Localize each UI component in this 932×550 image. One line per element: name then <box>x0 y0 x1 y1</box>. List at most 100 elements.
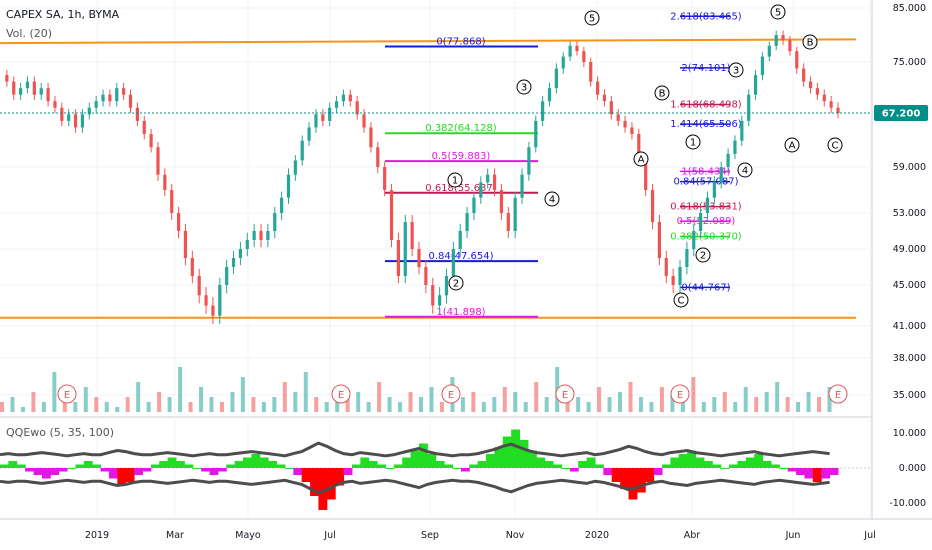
candle-body <box>115 88 119 102</box>
qqe-indicator-label[interactable]: QQEwo (5, 35, 100) <box>6 426 115 439</box>
candle-body <box>678 267 682 285</box>
candle-body <box>197 276 201 296</box>
time-axis[interactable]: 2019 Mar Mayo Jul Sep Nov 2020 Abr Jun Jul <box>85 530 876 541</box>
volume-bar <box>785 397 790 412</box>
earnings-circle <box>57 384 77 404</box>
volume-bar <box>293 392 298 412</box>
volume-bar <box>607 397 612 412</box>
fib-label: 0.5(59.883) <box>432 151 491 162</box>
candle-body <box>80 114 85 128</box>
price-tick-label: 38.000 <box>893 353 926 364</box>
wave-label: 3 <box>733 66 739 77</box>
wave-circle <box>516 79 532 95</box>
oscillator-bar <box>234 461 244 468</box>
candle-body <box>355 101 359 115</box>
oscillator-bar <box>25 468 35 472</box>
price-axis[interactable]: 85.000 75.000 59.000 53.000 49.000 45.000 41.0… <box>889 3 926 509</box>
volume-bar <box>261 402 266 412</box>
earnings-circle <box>331 384 351 404</box>
candle-body <box>637 134 641 161</box>
chart-title[interactable]: CAPEX SA, 1h, BYMA <box>6 8 120 21</box>
wave-label: 5 <box>589 14 595 25</box>
oscillator-bar <box>402 457 412 468</box>
oscillator-bar <box>83 461 93 468</box>
oscillator-bar <box>460 468 470 472</box>
candle-body <box>458 231 462 249</box>
volume-bar <box>796 402 801 412</box>
wave-circle <box>695 247 711 263</box>
oscillator-bar <box>486 454 495 468</box>
candle-body <box>568 45 572 57</box>
candle-body <box>499 190 504 213</box>
volume-bar <box>754 397 759 412</box>
candle-body <box>73 114 78 128</box>
candle-body <box>589 62 593 82</box>
last-price-value: 67.200 <box>882 109 921 120</box>
wave-circle <box>633 151 649 167</box>
wave-circle <box>544 191 560 207</box>
volume-bar <box>817 397 822 412</box>
oscillator-bar <box>796 468 805 475</box>
candle-body <box>417 249 421 267</box>
oscillator-bar <box>125 468 135 482</box>
fib-label: 0.382(64.128) <box>425 123 497 134</box>
fib-label: 0.84(57.087) <box>673 177 738 188</box>
oscillator-bar <box>511 429 521 468</box>
oscillator-bar <box>561 468 571 469</box>
oscillator-bar <box>259 457 269 468</box>
volume-bar <box>460 397 465 412</box>
volume-bars <box>0 367 832 412</box>
volume-bar <box>230 392 235 412</box>
candle-body <box>671 276 675 285</box>
wave-label: 3 <box>521 83 527 94</box>
oscillator-bar <box>712 464 722 468</box>
candle-body <box>389 190 394 240</box>
oscillator-bar <box>268 461 278 468</box>
candle-body <box>712 182 716 198</box>
candle-body <box>630 127 634 135</box>
candle-body <box>479 182 483 198</box>
time-tick-label: Abr <box>684 530 701 541</box>
fib-label: 0.618(55.637) <box>425 183 497 194</box>
wave-circle <box>447 172 463 188</box>
oscillator-bar <box>527 450 537 468</box>
oscillator-bar <box>620 468 629 489</box>
wave-circle <box>737 162 753 178</box>
oscillator-bar <box>16 464 26 468</box>
oscillator-bar <box>251 454 261 468</box>
volume-bar <box>576 397 581 412</box>
candle-body <box>554 68 558 89</box>
volume-bar <box>481 402 486 412</box>
candle-body <box>245 240 249 249</box>
candle-body <box>53 101 57 108</box>
volume-bar <box>125 397 130 412</box>
volume-bar <box>167 397 172 412</box>
oscillator-bar <box>385 468 395 469</box>
earnings-label: E <box>677 390 683 401</box>
oscillator-bar <box>703 461 713 468</box>
fib-label: 0.382(50.370) <box>670 232 742 243</box>
candle-body <box>513 197 517 231</box>
oscillator-bar <box>0 464 9 468</box>
candle-body <box>252 231 256 240</box>
volume-bar <box>439 402 444 412</box>
candle-body <box>60 107 64 121</box>
wave-label: 2 <box>700 251 706 262</box>
volume-bar <box>199 387 204 412</box>
candle-body <box>376 147 380 167</box>
candle-body <box>486 174 490 183</box>
oscillator-bar <box>167 457 177 468</box>
volume-bar <box>691 377 696 412</box>
oscillator-bar <box>536 457 546 468</box>
volume-indicator-label[interactable]: Vol. (20) <box>6 27 53 40</box>
oscillator-bar <box>578 461 588 468</box>
candle-body <box>280 197 284 213</box>
volume-bar <box>419 397 423 412</box>
candle-body <box>183 231 188 258</box>
oscillator-bar <box>276 464 286 468</box>
candle-body <box>286 174 291 198</box>
oscillator-bar <box>201 468 210 472</box>
oscillator-bar <box>360 457 370 468</box>
candle-body <box>142 120 146 135</box>
oscillator-bar <box>603 468 613 475</box>
